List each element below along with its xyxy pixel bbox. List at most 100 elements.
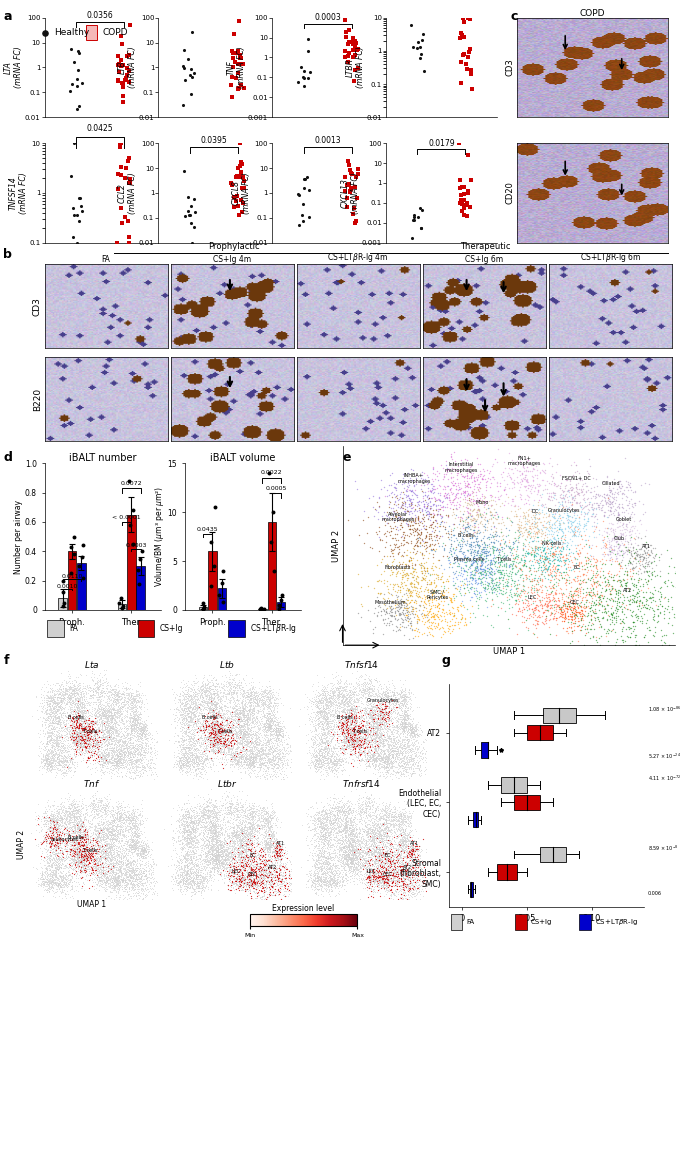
Point [125, 718, 136, 737]
Point [374, 833, 385, 852]
Point [525, 564, 536, 583]
Point [101, 821, 112, 840]
Point [389, 696, 400, 714]
Point [260, 682, 271, 700]
Point [190, 838, 201, 856]
Point [39, 873, 50, 891]
Point [110, 870, 121, 889]
Point [275, 758, 286, 777]
Point [379, 712, 390, 731]
Point [105, 706, 116, 725]
Point [39, 872, 50, 890]
Point [431, 590, 442, 609]
Point [589, 520, 600, 538]
Point [471, 575, 482, 594]
Point [447, 554, 458, 572]
Point [466, 555, 477, 574]
Point [35, 854, 46, 873]
Point [335, 839, 346, 857]
Point [232, 847, 243, 866]
Point [477, 568, 488, 586]
Point [140, 725, 151, 744]
Point [223, 802, 234, 821]
Point [321, 848, 332, 867]
Point [107, 815, 118, 834]
Point [362, 850, 373, 869]
Point [72, 723, 83, 741]
Point [132, 765, 142, 784]
Point [59, 806, 70, 825]
Point [436, 563, 447, 582]
Point [216, 713, 227, 732]
Point [186, 682, 197, 700]
Point [107, 840, 118, 859]
Point [208, 721, 219, 740]
Point [56, 875, 67, 894]
Point [64, 807, 75, 826]
Point [55, 731, 66, 750]
Point [137, 840, 148, 859]
Point [192, 759, 203, 778]
Point [390, 507, 401, 526]
Point [410, 570, 421, 589]
Point [520, 476, 531, 495]
Point [45, 693, 55, 712]
Point [383, 760, 394, 779]
Point [85, 845, 96, 863]
Point [331, 873, 342, 891]
Point [340, 22, 351, 41]
Point [650, 596, 661, 615]
Point [319, 699, 330, 718]
Point [92, 834, 103, 853]
Point [54, 875, 65, 894]
Point [313, 744, 324, 762]
Point [75, 737, 86, 755]
Point [53, 822, 64, 841]
Point [173, 732, 184, 751]
Point [107, 859, 118, 877]
Point [240, 711, 251, 730]
Point [474, 536, 485, 555]
Point [522, 515, 533, 534]
Point [116, 847, 127, 866]
Point [57, 762, 68, 781]
Point [337, 700, 348, 719]
Point [261, 768, 272, 787]
Point [62, 876, 73, 895]
Point [113, 869, 124, 888]
Point [364, 848, 375, 867]
Point [357, 842, 368, 861]
Point [101, 704, 112, 723]
Point [393, 869, 403, 888]
Point [92, 825, 103, 843]
Point [397, 465, 408, 483]
Point [517, 541, 528, 560]
Point [225, 863, 236, 882]
Point [132, 720, 143, 739]
Point [390, 808, 401, 827]
Point [219, 869, 230, 888]
Point [197, 809, 208, 828]
Point [245, 725, 256, 744]
Point [187, 842, 198, 861]
Point [408, 884, 419, 903]
Point [75, 704, 86, 723]
Point [210, 839, 221, 857]
Point [252, 701, 263, 720]
Point [266, 808, 277, 827]
Point [420, 563, 431, 582]
Point [249, 845, 260, 863]
Point [60, 841, 71, 860]
Point [123, 862, 134, 881]
Point [69, 823, 80, 842]
Point [97, 830, 108, 849]
Point [491, 526, 502, 544]
Point [68, 813, 79, 832]
Point [609, 506, 620, 524]
Point [259, 745, 270, 764]
Y-axis label: CXCL13
(mRNA FC): CXCL13 (mRNA FC) [341, 172, 360, 213]
Point [620, 578, 631, 597]
Point [139, 701, 150, 720]
Point [342, 697, 353, 716]
Point [246, 834, 257, 853]
